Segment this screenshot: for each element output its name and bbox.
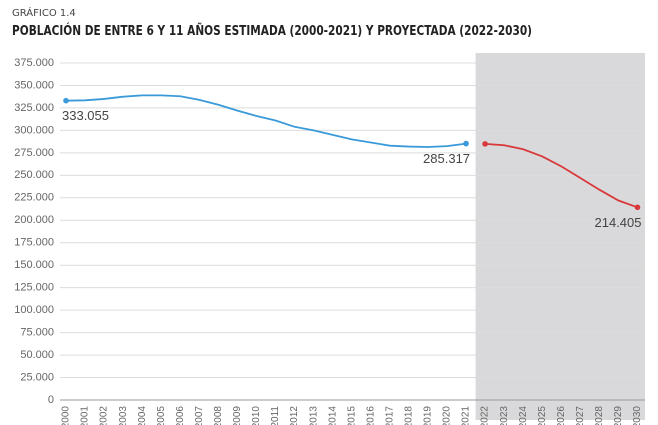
y-tick-label: 300.000 — [14, 124, 54, 136]
endpoint-marker — [63, 97, 69, 104]
x-tick-label: 2019 — [423, 406, 434, 425]
x-tick-label: 2023 — [499, 406, 510, 425]
y-tick-label: 350.000 — [14, 79, 54, 91]
y-tick-label: 175.000 — [14, 237, 54, 249]
x-tick-label: 2012 — [289, 406, 300, 425]
chart-subtitle: GRÁFICO 1.4 — [12, 6, 76, 19]
projection-area — [475, 53, 645, 420]
x-tick-label: 2017 — [384, 406, 395, 425]
series-line — [485, 142, 638, 209]
x-tick-label: 2006 — [175, 406, 186, 425]
x-tick-label: 2027 — [575, 406, 586, 425]
x-tick-label: 2007 — [194, 406, 205, 425]
y-tick-label: 150.000 — [14, 259, 54, 271]
x-tick-label: 2021 — [461, 406, 472, 425]
y-tick-label: 200.000 — [14, 214, 54, 226]
x-tick-label: 2005 — [156, 406, 167, 425]
y-tick-label: 250.000 — [14, 169, 54, 181]
y-tick-label: 50.000 — [20, 349, 54, 361]
x-tick-label: 2011 — [270, 406, 281, 425]
x-tick-label: 2009 — [232, 406, 243, 425]
y-tick-label: 25.000 — [20, 371, 54, 383]
chart-title: POBLACIÓN DE ENTRE 6 Y 11 AÑOS ESTIMADA … — [12, 21, 532, 39]
x-tick-label: 2000 — [61, 406, 72, 425]
x-tick-label: 2024 — [518, 406, 529, 425]
x-tick-label: 2008 — [213, 406, 224, 425]
y-tick-label: 225.000 — [14, 192, 54, 204]
endpoint-marker — [482, 141, 488, 147]
x-tick-label: 2016 — [365, 406, 376, 425]
x-tick-label: 2018 — [404, 406, 415, 425]
x-tick-label: 2004 — [137, 406, 148, 425]
y-tick-label: 375.000 — [14, 57, 54, 69]
data-label: 285.317 — [423, 151, 470, 166]
x-tick-label: 2001 — [80, 406, 91, 425]
x-tick-label: 2014 — [327, 406, 338, 425]
x-tick-label: 2030 — [632, 406, 643, 425]
x-tick-label: 2020 — [442, 406, 453, 425]
x-tick-label: 2002 — [99, 406, 110, 425]
series-line — [65, 94, 467, 148]
x-tick-label: 2015 — [346, 406, 357, 425]
x-tick-label: 2028 — [594, 406, 605, 425]
endpoint-marker — [634, 204, 641, 211]
y-tick-label: 325.000 — [14, 102, 54, 114]
x-tick-label: 2003 — [118, 406, 129, 425]
y-tick-label: 0 — [48, 394, 54, 406]
y-tick-label: 275.000 — [14, 147, 54, 159]
x-tick-label: 2025 — [537, 406, 548, 425]
x-tick-label: 2013 — [308, 406, 319, 425]
y-tick-label: 125.000 — [14, 282, 54, 294]
endpoint-marker — [463, 140, 469, 147]
x-tick-label: 2029 — [613, 406, 624, 425]
x-tick-label: 2026 — [556, 406, 567, 425]
x-tick-label: 2010 — [251, 406, 262, 425]
data-label: 214.405 — [595, 215, 642, 230]
y-tick-label: 100.000 — [14, 304, 54, 316]
data-label: 333.055 — [62, 108, 109, 123]
x-tick-label: 2022 — [480, 406, 491, 425]
y-tick-label: 75.000 — [20, 327, 54, 339]
